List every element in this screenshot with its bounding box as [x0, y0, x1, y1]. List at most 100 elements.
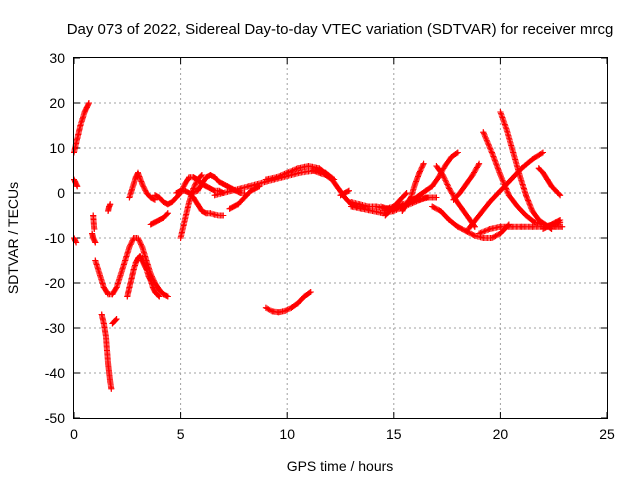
data-point [523, 192, 529, 199]
data-point [143, 190, 150, 196]
data-point [309, 167, 316, 174]
data-point [273, 174, 280, 181]
data-point [139, 181, 146, 187]
y-tick-label: 30 [49, 50, 65, 66]
data-point [107, 201, 114, 208]
data-point [322, 172, 329, 178]
data-point [126, 244, 133, 250]
grid-lines [74, 58, 607, 418]
data-point [156, 217, 163, 223]
data-point [557, 217, 564, 223]
data-point [243, 192, 250, 199]
series-arc-30 [450, 160, 483, 203]
data-point [160, 214, 167, 221]
data-point [145, 273, 152, 280]
data-point [529, 208, 536, 214]
data-point [358, 205, 365, 212]
data-point [465, 226, 472, 232]
data-point [557, 192, 564, 199]
series-arc-31 [480, 129, 566, 230]
data-point [446, 217, 453, 223]
data-point [390, 205, 397, 212]
data-point [454, 223, 461, 230]
data-point [497, 230, 504, 237]
data-point [403, 190, 410, 196]
data-point [365, 203, 372, 210]
data-point [282, 307, 289, 314]
data-point [74, 183, 81, 190]
data-point [254, 181, 261, 187]
data-point [156, 286, 163, 293]
data-point [540, 169, 546, 176]
data-point [346, 187, 352, 194]
plot-frame [73, 57, 608, 419]
x-tick-label: 0 [70, 426, 78, 442]
data-point [510, 149, 517, 156]
data-point [139, 257, 146, 264]
series-trace [480, 129, 566, 230]
y-tick-label: -10 [45, 230, 65, 246]
data-point [397, 203, 404, 210]
data-point [518, 165, 525, 172]
data-point [469, 172, 476, 178]
data-point [107, 379, 114, 385]
data-point [439, 172, 446, 178]
data-point [284, 169, 291, 176]
data-point [435, 174, 442, 181]
data-point [540, 149, 546, 156]
data-point [194, 201, 201, 208]
y-tick-label: 10 [49, 140, 65, 156]
data-point [294, 165, 301, 172]
data-point [164, 201, 171, 208]
data-point [535, 165, 542, 172]
data-point [100, 284, 107, 291]
data-point [198, 172, 205, 178]
data-point [437, 208, 444, 214]
data-point [109, 291, 116, 298]
data-point [122, 257, 129, 264]
series-arc-27 [378, 149, 461, 212]
data-point [147, 221, 154, 228]
data-point [98, 311, 105, 318]
data-point [104, 347, 110, 354]
series-arc-16 [188, 172, 248, 196]
series-arc-22 [337, 187, 352, 199]
data-point [181, 187, 188, 194]
data-point [194, 187, 201, 194]
y-tick-label: -30 [45, 320, 65, 336]
data-point [105, 208, 112, 214]
data-point [143, 266, 150, 273]
data-point [480, 235, 487, 241]
data-point [341, 190, 348, 196]
data-point [135, 169, 141, 176]
data-point [450, 196, 457, 203]
data-point [90, 212, 97, 219]
data-point [106, 370, 113, 376]
series-arc-14 [177, 172, 205, 241]
data-point [203, 174, 210, 181]
x-tick-label: 5 [177, 426, 185, 442]
data-point [128, 187, 135, 194]
data-point [497, 187, 504, 194]
series-arc-11 [126, 169, 158, 203]
data-point [128, 275, 135, 282]
data-point [113, 316, 120, 322]
data-point [378, 203, 384, 210]
data-point [544, 223, 551, 230]
data-point [412, 181, 419, 187]
data-point [442, 163, 448, 169]
data-point [216, 178, 222, 185]
data-point [92, 239, 99, 246]
data-point [288, 304, 295, 311]
data-point [535, 217, 542, 223]
data-point [429, 183, 436, 190]
data-point [476, 230, 483, 237]
data-point [476, 160, 483, 167]
data-point [190, 194, 197, 201]
series-arc-07 [98, 311, 115, 392]
data-point [117, 271, 124, 277]
data-point [552, 219, 559, 226]
data-point [307, 289, 314, 295]
data-point [305, 168, 312, 175]
